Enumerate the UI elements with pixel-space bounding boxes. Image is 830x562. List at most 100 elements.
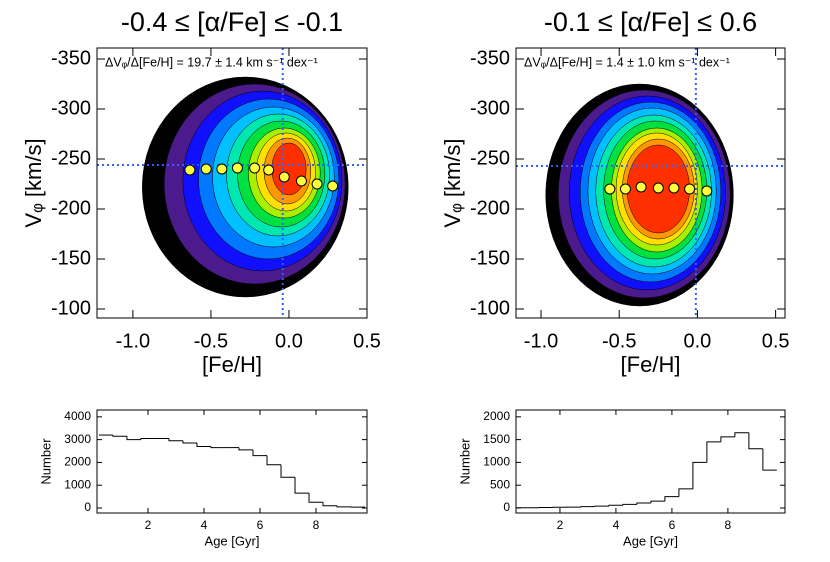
y-tick-label: 0 <box>84 500 91 514</box>
annotation: ΔVᵩ/Δ[Fe/H] = 1.4 ± 1.0 km s⁻¹ dex⁻¹ <box>524 55 730 69</box>
plot-area <box>97 48 367 318</box>
data-point <box>668 182 680 194</box>
x-tick-label: -1.0 <box>524 330 558 352</box>
histogram-step <box>112 435 127 437</box>
histogram-step <box>280 464 296 478</box>
data-point <box>216 163 228 175</box>
y-tick-label: 2000 <box>483 409 510 423</box>
y-tick-label: -200 <box>470 197 510 219</box>
annotation: ΔVᵩ/Δ[Fe/H] = 19.7 ± 1.4 km s⁻¹ dex⁻¹ <box>105 55 318 69</box>
panel: -0.1 ≤ [α/Fe] ≤ 0.6 ΔVᵩ/Δ[Fe/H] = 1.4 ± 1… <box>440 7 790 377</box>
histogram-step <box>308 493 324 503</box>
histogram-step <box>140 437 155 440</box>
x-tick-label: -0.5 <box>602 330 636 352</box>
data-point <box>184 164 196 176</box>
x-axis-label: [Fe/H] <box>202 352 262 377</box>
data-point <box>200 163 212 175</box>
y-tick-label: -300 <box>470 97 510 119</box>
x-tick-label: 0.5 <box>762 330 790 352</box>
histogram-step <box>336 505 352 508</box>
y-tick-label: -100 <box>470 297 510 319</box>
histogram-step <box>650 500 665 503</box>
y-tick-label: -300 <box>51 97 91 119</box>
x-tick-label: 2 <box>557 518 564 532</box>
histogram-step <box>692 461 707 489</box>
data-point <box>701 185 713 197</box>
x-tick-label: -0.5 <box>194 330 228 352</box>
y-tick-label: -350 <box>470 47 510 69</box>
histogram-step <box>734 432 749 437</box>
x-axis-label: [Fe/H] <box>621 352 681 377</box>
y-axis-label: Vᵩ [km/s] <box>440 138 465 227</box>
data-point <box>231 162 243 174</box>
x-axis-label: Age [Gyr] <box>623 533 678 548</box>
contour-level <box>271 142 307 196</box>
y-tick-label: 500 <box>490 477 510 491</box>
x-tick-label: 6 <box>257 518 264 532</box>
data-point <box>604 183 616 195</box>
histogram-step <box>322 502 338 507</box>
data-point <box>278 171 290 183</box>
y-axis-label: Number <box>457 438 472 485</box>
histogram-step <box>678 488 693 497</box>
data-point <box>295 175 307 187</box>
histogram-step <box>238 447 254 451</box>
x-tick-label: 4 <box>201 518 208 532</box>
histogram-step <box>762 448 777 471</box>
plot-frame <box>515 47 786 319</box>
data-point <box>652 182 664 194</box>
x-tick-label: 6 <box>669 518 676 532</box>
panel-title: -0.4 ≤ [α/Fe] ≤ -0.1 <box>121 7 343 37</box>
histogram-step <box>720 436 735 442</box>
y-tick-label: -150 <box>470 247 510 269</box>
x-tick-label: 0.0 <box>684 330 712 352</box>
x-tick-label: 0.0 <box>275 330 303 352</box>
panel: -0.4 ≤ [α/Fe] ≤ -0.1 ΔVᵩ/Δ[Fe/H] = 19.7 ±… <box>21 7 381 377</box>
y-tick-label: 1000 <box>64 477 91 491</box>
x-tick-label: 8 <box>313 518 320 532</box>
plot-frame <box>96 409 368 514</box>
panel: 2 4 6 8 0 1000 2000 3000 4000 Age [Gyr] Number <box>38 409 368 548</box>
x-tick-label: 2 <box>145 518 152 532</box>
data-point <box>311 178 323 190</box>
histogram-step <box>706 441 721 463</box>
x-tick-label: 0.5 <box>353 330 381 352</box>
histogram-step <box>636 502 651 505</box>
data-point <box>619 183 631 195</box>
histogram-step <box>266 455 282 466</box>
histogram-step <box>622 503 637 506</box>
data-point <box>635 181 647 193</box>
histogram-step <box>126 436 141 441</box>
x-tick-label: 4 <box>613 518 620 532</box>
y-tick-label: -350 <box>51 47 91 69</box>
histogram-step <box>196 443 211 447</box>
plot-area <box>516 48 785 318</box>
y-tick-label: -150 <box>51 247 91 269</box>
histogram-step <box>182 440 197 444</box>
plot-frame <box>515 409 786 514</box>
x-tick-label: 8 <box>725 518 732 532</box>
y-tick-label: 3000 <box>64 432 91 446</box>
data-point <box>263 164 275 176</box>
histogram-step <box>748 432 763 450</box>
data-point <box>249 162 261 174</box>
y-tick-label: 4000 <box>64 409 91 423</box>
histogram-step <box>168 438 183 442</box>
y-tick-label: 0 <box>503 500 510 514</box>
y-tick-label: -100 <box>51 297 91 319</box>
histogram-step <box>608 504 623 507</box>
y-tick-label: 2000 <box>64 455 91 469</box>
data-point <box>327 180 339 192</box>
y-axis-label: Number <box>38 438 53 485</box>
y-tick-label: 1500 <box>483 432 510 446</box>
x-tick-label: -1.0 <box>116 330 150 352</box>
histogram-step <box>210 446 225 449</box>
panel-title: -0.1 ≤ [α/Fe] ≤ 0.6 <box>544 7 757 37</box>
y-tick-label: -250 <box>51 147 91 169</box>
plot-area <box>516 432 777 509</box>
x-axis-label: Age [Gyr] <box>205 533 260 548</box>
data-point <box>684 183 696 195</box>
y-tick-label: -250 <box>470 147 510 169</box>
